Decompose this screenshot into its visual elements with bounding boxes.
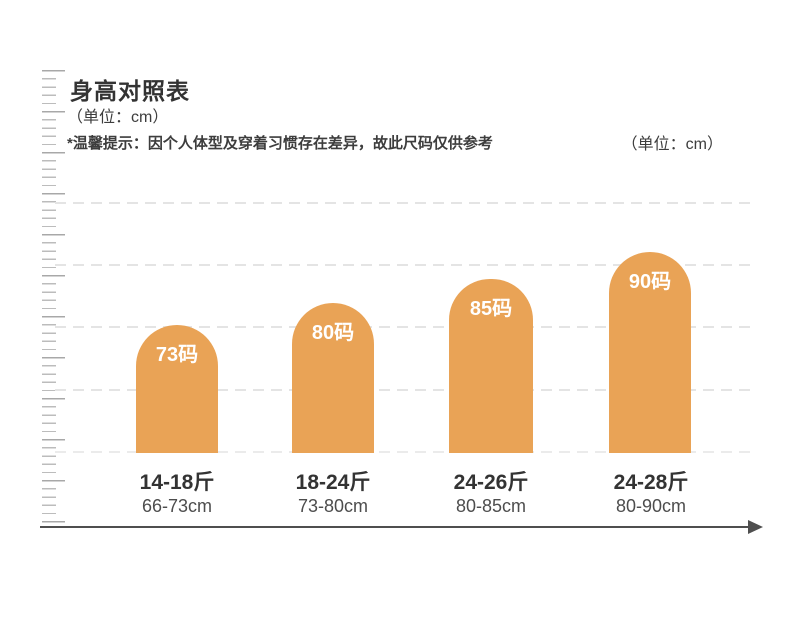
size-bar-80: 80码: [292, 303, 374, 453]
height-range-label: 80-85cm: [455, 496, 527, 516]
bar-size-label: 85码: [469, 298, 513, 320]
gridline-baseline: [55, 451, 752, 453]
gridline: [55, 389, 752, 391]
ruler-ticks-icon: [42, 70, 65, 524]
weight-range-label: 14-18斤: [139, 471, 215, 494]
unit-label-right: （单位：cm）: [621, 136, 723, 153]
x-category-label: 14-18斤 66-73cm: [97, 470, 257, 518]
disclaimer-note: *温馨提示：因个人体型及穿着习惯存在差异，故此尺码仅供参考: [67, 135, 493, 152]
x-category-label: 24-26斤 80-85cm: [411, 470, 571, 518]
bar-size-label: 73码: [155, 344, 199, 366]
size-bar-73: 73码: [136, 325, 218, 453]
height-range-label: 66-73cm: [141, 496, 213, 516]
height-range-label: 73-80cm: [297, 496, 369, 516]
gridline: [55, 326, 752, 328]
gridline: [55, 202, 752, 204]
weight-range-label: 18-24斤: [295, 471, 371, 494]
bar-size-label: 90码: [628, 271, 672, 293]
weight-range-label: 24-26斤: [453, 471, 529, 494]
gridline: [55, 264, 752, 266]
x-category-label: 24-28斤 80-90cm: [571, 470, 731, 518]
size-bar-85: 85码: [449, 279, 533, 453]
page-title: 身高对照表: [70, 78, 190, 104]
x-axis-arrow-icon: [748, 520, 763, 534]
weight-range-label: 24-28斤: [613, 471, 689, 494]
bar-size-label: 80码: [311, 322, 355, 344]
x-category-label: 18-24斤 73-80cm: [253, 470, 413, 518]
x-axis-line: [40, 526, 752, 528]
unit-subtitle: （单位：cm）: [67, 109, 169, 126]
height-range-label: 80-90cm: [615, 496, 687, 516]
size-bar-90: 90码: [609, 252, 691, 453]
